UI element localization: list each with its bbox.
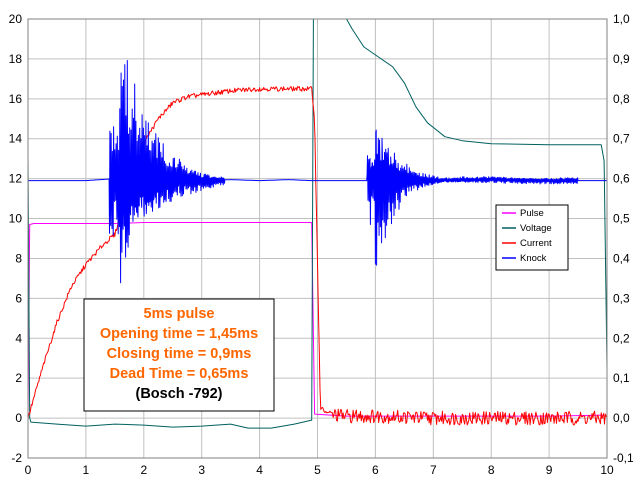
right-axis-tick-labels: -0,1 0,0 0,1 0,2 0,3 0,4 0,5 0,6 0,7 0,8 0,9 1,0 xyxy=(613,12,634,465)
annotation-line: Closing time = 0,9ms xyxy=(107,346,252,362)
annotation-line: Opening time = 1,45ms xyxy=(100,326,258,342)
left-axis-tick-label: 10 xyxy=(9,212,23,226)
x-axis-tick-label: 2 xyxy=(140,463,147,477)
x-axis-tick-label: 5 xyxy=(314,463,321,477)
right-axis-tick-label: 0,2 xyxy=(613,331,630,345)
right-axis-tick-label: 0,6 xyxy=(613,172,630,186)
right-axis-tick-label: 0,1 xyxy=(613,371,630,385)
left-axis-tick-label: 4 xyxy=(15,331,22,345)
x-axis-tick-label: 10 xyxy=(600,463,614,477)
series-line-knock xyxy=(27,60,608,284)
right-axis-tick-label: 0,0 xyxy=(613,411,630,425)
left-axis-tick-label: 20 xyxy=(9,12,23,26)
plot-frame xyxy=(27,18,608,459)
right-axis-tick-label: 0,9 xyxy=(613,52,630,66)
left-axis-tick-label: 16 xyxy=(9,92,23,106)
x-axis-tick-labels: 0 1 2 3 4 5 6 7 8 9 10 xyxy=(25,463,614,477)
right-axis-tick-label: 1,0 xyxy=(613,12,630,26)
left-axis-tick-labels: -2 0 2 4 6 8 10 12 14 16 18 20 xyxy=(9,12,23,465)
left-axis-tick-label: 18 xyxy=(9,52,23,66)
right-axis-tick-label: 0,4 xyxy=(613,251,630,265)
right-axis-tick-label: -0,1 xyxy=(613,451,634,465)
annotation-line: 5ms pulse xyxy=(144,306,215,322)
legend-label-current: Current xyxy=(520,238,552,249)
x-axis-tick-label: 1 xyxy=(83,463,90,477)
x-axis-tick-label: 9 xyxy=(546,463,553,477)
left-axis-tick-label: 0 xyxy=(15,411,22,425)
x-axis-tick-label: 4 xyxy=(256,463,263,477)
x-axis-tick-label: 8 xyxy=(488,463,495,477)
x-axis-tick-label: 7 xyxy=(430,463,437,477)
legend-label-voltage: Voltage xyxy=(520,223,552,234)
plot-area-border xyxy=(27,18,608,459)
right-axis-tick-label: 0,8 xyxy=(613,92,630,106)
legend-box xyxy=(495,204,569,271)
right-axis-tick-label: 0,7 xyxy=(613,132,630,146)
left-axis-tick-label: -2 xyxy=(11,451,22,465)
x-axis-tick-label: 3 xyxy=(198,463,205,477)
x-axis-tick-label: 0 xyxy=(25,463,32,477)
legend: Pulse Voltage Current Knock xyxy=(495,204,569,271)
left-axis-tick-label: 14 xyxy=(9,132,23,146)
legend-label-pulse: Pulse xyxy=(520,208,544,219)
series-line-pulse xyxy=(27,222,605,419)
annotation-box: 5ms pulse Opening time = 1,45ms Closing ti… xyxy=(83,298,275,412)
annotation-line: (Bosch -792) xyxy=(135,386,222,402)
left-axis-tick-label: 8 xyxy=(15,251,22,265)
left-axis-tick-label: 12 xyxy=(9,172,23,186)
x-axis-tick-label: 6 xyxy=(372,463,379,477)
annotation-line: Dead Time = 0,65ms xyxy=(110,366,249,382)
right-axis-tick-label: 0,5 xyxy=(613,212,630,226)
left-axis-tick-label: 2 xyxy=(15,371,22,385)
left-axis-tick-label: 6 xyxy=(15,291,22,305)
legend-label-knock: Knock xyxy=(520,253,547,264)
annotation-frame xyxy=(83,298,275,412)
right-axis-tick-label: 0,3 xyxy=(613,291,630,305)
